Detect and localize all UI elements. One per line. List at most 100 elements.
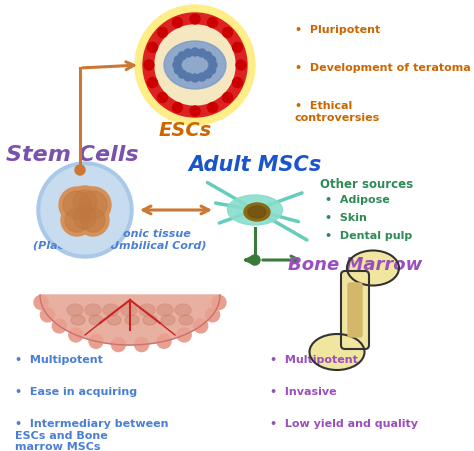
Circle shape [236, 60, 246, 70]
Circle shape [178, 52, 186, 60]
Circle shape [206, 308, 219, 322]
Circle shape [157, 28, 167, 37]
Text: Other sources: Other sources [320, 179, 413, 192]
Circle shape [184, 73, 192, 81]
FancyBboxPatch shape [341, 271, 369, 349]
Ellipse shape [89, 315, 103, 325]
Ellipse shape [103, 304, 119, 316]
Text: •  Multipotent: • Multipotent [15, 355, 103, 365]
Circle shape [74, 207, 96, 229]
Text: •  Ease in acquiring: • Ease in acquiring [15, 387, 137, 397]
Circle shape [222, 92, 233, 102]
Circle shape [52, 319, 66, 333]
Text: •  Ethical
controversies: • Ethical controversies [295, 101, 380, 123]
Circle shape [233, 78, 243, 87]
Ellipse shape [179, 315, 193, 325]
Circle shape [157, 334, 171, 348]
Circle shape [155, 25, 235, 105]
Text: •  Adipose: • Adipose [325, 195, 390, 205]
Circle shape [173, 18, 182, 28]
Text: •  Invasive: • Invasive [270, 387, 337, 397]
Circle shape [184, 49, 192, 57]
Circle shape [208, 18, 218, 28]
Circle shape [178, 70, 186, 78]
Circle shape [59, 187, 95, 223]
Text: Bone Marrow: Bone Marrow [288, 256, 422, 274]
Text: •  Multipotent: • Multipotent [270, 355, 358, 365]
Circle shape [198, 73, 206, 81]
Circle shape [75, 165, 85, 175]
Ellipse shape [121, 304, 137, 316]
Ellipse shape [248, 206, 266, 218]
Text: Extraembryonic tissue
(Placenta & Umbilical Cord): Extraembryonic tissue (Placenta & Umbili… [33, 229, 207, 251]
Circle shape [190, 14, 200, 24]
Circle shape [77, 204, 109, 236]
Ellipse shape [164, 41, 226, 89]
Text: Adult MSCs: Adult MSCs [188, 155, 322, 175]
Circle shape [73, 190, 97, 214]
Ellipse shape [71, 315, 85, 325]
Circle shape [233, 42, 243, 52]
Circle shape [174, 66, 182, 74]
Circle shape [41, 166, 129, 254]
Circle shape [157, 92, 167, 102]
Circle shape [40, 308, 55, 322]
Text: •  Dental pulp: • Dental pulp [325, 231, 412, 241]
Circle shape [191, 48, 199, 56]
Text: •  Pluripotent: • Pluripotent [295, 25, 380, 35]
Text: Stem Cells: Stem Cells [6, 145, 138, 165]
Circle shape [63, 191, 91, 219]
Text: •  Development of teratoma: • Development of teratoma [295, 63, 471, 73]
Circle shape [61, 204, 93, 236]
Circle shape [75, 187, 111, 223]
Ellipse shape [139, 304, 155, 316]
Circle shape [208, 102, 218, 112]
Ellipse shape [107, 315, 121, 325]
Ellipse shape [157, 304, 173, 316]
Circle shape [173, 102, 182, 112]
Circle shape [70, 203, 100, 233]
FancyBboxPatch shape [348, 283, 362, 337]
Circle shape [194, 319, 208, 333]
Ellipse shape [85, 304, 101, 316]
Text: •  Skin: • Skin [325, 213, 367, 223]
Circle shape [69, 186, 101, 218]
Circle shape [191, 74, 199, 82]
Circle shape [37, 162, 133, 258]
Ellipse shape [161, 315, 175, 325]
Circle shape [69, 328, 83, 342]
Circle shape [204, 52, 212, 60]
Polygon shape [40, 295, 220, 345]
Text: ESCs: ESCs [158, 120, 211, 139]
Circle shape [147, 78, 157, 87]
Circle shape [198, 49, 206, 57]
Ellipse shape [310, 334, 365, 370]
Circle shape [190, 106, 200, 116]
Circle shape [204, 70, 212, 78]
Circle shape [79, 191, 107, 219]
Circle shape [135, 5, 255, 125]
Ellipse shape [67, 304, 83, 316]
Circle shape [212, 295, 226, 309]
Circle shape [250, 255, 260, 265]
Circle shape [143, 13, 247, 117]
Circle shape [144, 60, 154, 70]
Circle shape [147, 42, 157, 52]
Circle shape [111, 338, 126, 352]
Circle shape [81, 208, 105, 232]
Circle shape [65, 208, 89, 232]
Ellipse shape [125, 315, 139, 325]
Circle shape [34, 295, 48, 309]
Circle shape [173, 61, 181, 69]
Ellipse shape [175, 304, 191, 316]
Circle shape [208, 56, 216, 64]
Circle shape [209, 61, 217, 69]
Circle shape [89, 334, 103, 348]
Ellipse shape [143, 315, 157, 325]
Text: •  Low yield and quality: • Low yield and quality [270, 419, 418, 429]
Text: •  Intermediary between
ESCs and Bone
marrow MSCs: • Intermediary between ESCs and Bone mar… [15, 419, 168, 451]
Ellipse shape [228, 195, 283, 225]
Circle shape [208, 66, 216, 74]
Circle shape [177, 328, 191, 342]
Ellipse shape [347, 250, 399, 285]
